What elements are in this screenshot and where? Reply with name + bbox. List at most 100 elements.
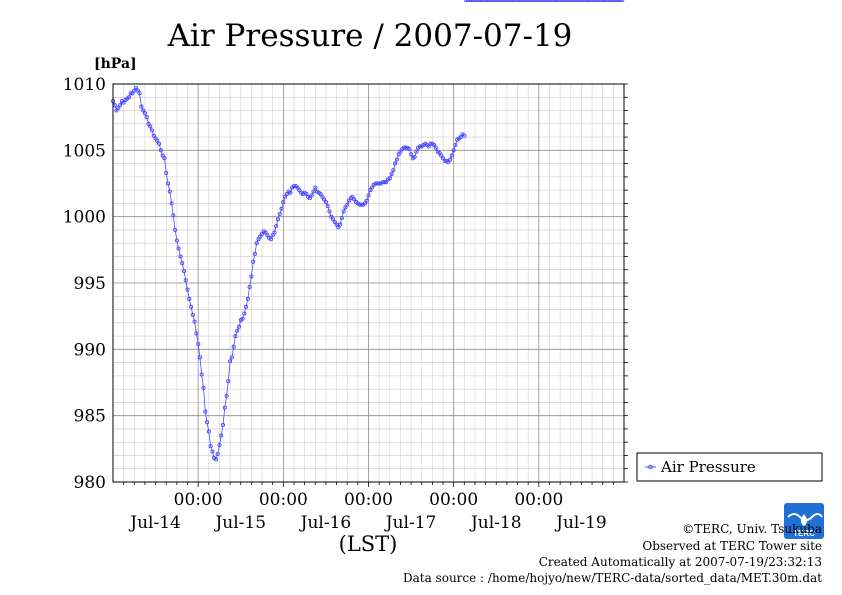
data-point [483,0,488,3]
data-point [451,148,456,153]
data-point [527,0,533,3]
data-point [181,269,187,274]
data-point [467,0,472,3]
x-tick-day-label: Jul-18 [469,513,522,533]
data-point [604,0,609,3]
data-point [469,0,474,3]
data-point [584,0,589,3]
data-point [189,304,194,309]
data-point [609,0,614,3]
data-point [497,0,502,3]
data-point [494,0,499,3]
data-point [242,311,247,316]
y-axis-ticks: 980 985 990 995 1000 1005 1010 [63,75,628,493]
data-point [579,0,584,3]
data-point [275,217,281,222]
data-point [323,200,328,205]
data-point [171,213,176,218]
data-point [426,144,431,149]
data-point [146,121,151,126]
data-point [432,142,437,148]
data-point [533,0,538,3]
data-point [581,0,586,3]
data-point [194,331,199,336]
plot-border [112,83,625,483]
data-point [364,198,369,203]
data-point [542,0,547,3]
data-point [593,0,598,3]
data-point [128,91,133,96]
data-point [153,136,158,141]
data-point [439,153,444,158]
footer-source: Data source : /home/hojyo/new/TERC-data/… [403,571,822,585]
data-point [600,0,605,3]
data-point [256,237,261,242]
data-point [359,202,364,207]
data-point [614,0,619,3]
data-point [574,0,579,3]
data-point [409,152,414,157]
data-point [336,225,341,230]
data-point [369,185,375,190]
data-point [318,192,323,197]
data-point [352,197,357,202]
data-point [121,100,126,105]
data-point [394,157,399,162]
data-point [568,0,573,3]
data-point [391,168,396,173]
data-point [389,172,394,177]
data-point [618,0,623,3]
data-point [501,0,506,3]
data-point [338,222,343,227]
data-point [558,0,563,3]
air-pressure-series [110,0,625,462]
data-point [490,0,495,3]
data-point [199,372,204,377]
data-point [187,296,192,301]
data-point [165,181,171,186]
data-point [215,452,220,457]
data-point [616,0,621,3]
data-point [346,198,352,203]
data-point [561,0,566,3]
data-point [116,105,121,110]
data-point [254,241,259,246]
data-point [167,189,172,194]
data-point [474,0,479,3]
data-point [503,0,508,3]
data-point [164,170,169,175]
chart-title: Air Pressure / 2007-07-19 [167,18,573,54]
data-point [139,104,144,109]
data-point [545,0,550,3]
data-point [229,355,234,360]
data-point [508,0,513,3]
data-point [174,238,179,243]
data-point [142,111,147,116]
footer-observed: Observed at TERC Tower site [642,539,822,553]
data-point [492,0,497,3]
data-point [597,0,602,3]
data-point [586,0,591,3]
data-point [233,334,238,339]
data-point [226,379,231,384]
data-point [382,180,387,185]
data-point [206,429,211,434]
data-point [506,0,511,3]
x-axis-ticks: 00:00 00:00 00:00 00:00 00:00 Jul-14 Jul-15 Jul… [123,482,614,533]
data-point [488,0,493,3]
data-point [268,237,273,242]
data-point [263,230,268,235]
data-point [485,0,490,3]
data-point [563,0,568,3]
data-point [284,192,289,197]
data-point [384,180,389,185]
data-point [387,176,392,181]
x-tick-day-label: Jul-19 [554,513,607,533]
data-point [513,0,518,3]
data-point [160,153,165,158]
data-point [259,231,265,236]
data-point [547,0,552,3]
data-point [366,193,371,198]
data-point [511,0,517,3]
